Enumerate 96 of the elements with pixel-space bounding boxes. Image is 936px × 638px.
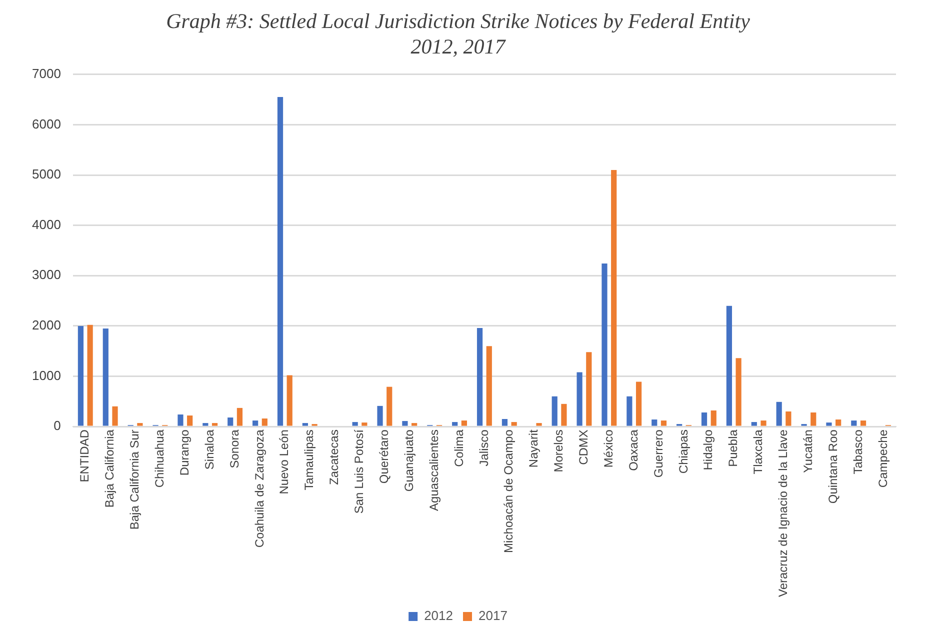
legend-label: 2012 — [424, 608, 453, 624]
bar — [726, 306, 732, 426]
x-tick-label: Zacatecas — [327, 430, 342, 485]
bar — [552, 396, 558, 426]
bar — [137, 423, 143, 426]
bar — [760, 420, 766, 426]
bar — [602, 264, 608, 426]
bar — [786, 411, 792, 426]
bar — [212, 423, 218, 426]
bar — [78, 326, 84, 426]
x-tick-label: Puebla — [726, 429, 740, 467]
x-tick-label: Guanajuato — [402, 429, 416, 492]
bar — [302, 423, 308, 426]
x-tick-label: Hidalgo — [701, 429, 716, 470]
bar — [362, 422, 368, 426]
y-tick-label: 7000 — [32, 66, 61, 81]
y-tick-label: 0 — [54, 418, 61, 434]
x-tick-label: Tabasco — [850, 429, 865, 474]
y-tick-label: 2000 — [32, 318, 61, 333]
bar — [286, 375, 292, 426]
bar — [636, 382, 642, 426]
bar — [187, 415, 193, 426]
x-tick-label: Colima — [452, 429, 466, 467]
x-tick-label: Coahuila de Zaragoza — [252, 429, 266, 548]
bar — [412, 423, 418, 426]
x-tick-label: Tamaulipas — [302, 430, 316, 490]
bar — [352, 422, 358, 426]
y-tick-label: 4000 — [32, 216, 61, 232]
bar — [860, 420, 866, 426]
bar — [277, 97, 284, 426]
bar — [826, 422, 832, 426]
x-tick-label: San Luis Potosí — [352, 428, 366, 514]
x-tick-label: Campeche — [876, 429, 890, 488]
x-tick-label: México — [601, 429, 616, 468]
bar — [228, 418, 234, 426]
bar — [611, 170, 617, 426]
x-tick-label: Chihuahua — [152, 429, 167, 488]
x-tick-label: Veracruz de Ignacio de la Llave — [776, 429, 790, 598]
bar — [452, 422, 458, 426]
x-tick-label: ENTIDAD — [78, 429, 92, 482]
bar — [87, 324, 93, 426]
bar — [626, 396, 632, 426]
bar — [576, 372, 582, 426]
bar — [701, 412, 708, 426]
bar — [236, 408, 243, 426]
bar — [536, 423, 542, 426]
bar — [561, 404, 567, 426]
y-tick-label: 3000 — [32, 267, 61, 282]
x-tick-label: CDMX — [576, 430, 591, 465]
bar — [386, 386, 392, 426]
bar — [751, 422, 757, 426]
x-tick-label: Baja California Sur — [128, 430, 142, 530]
x-tick-label: Oaxaca — [626, 429, 640, 471]
bar — [586, 352, 592, 426]
bar — [710, 410, 716, 426]
bar — [102, 328, 108, 426]
y-tick-label: 6000 — [32, 116, 61, 132]
bar — [836, 420, 842, 426]
bar — [810, 412, 816, 426]
x-tick-label: Yucatán — [801, 430, 816, 473]
x-tick-label: Quintana Roo — [826, 429, 840, 504]
x-tick-label: Michoacán de Ocampo — [502, 429, 516, 553]
legend-label: 2017 — [478, 608, 508, 624]
bar — [502, 419, 508, 426]
x-tick-label: Querétaro — [377, 429, 392, 484]
chart-title: Graph #3: Settled Local Jurisdiction Strike Notices by Federal Entity 2012, 2017 — [166, 9, 751, 58]
x-tick-label: Tlaxcala — [751, 429, 766, 474]
x-tick-label: Morelos — [552, 430, 566, 472]
x-tick-label: Durango — [177, 429, 192, 476]
y-tick-label: 5000 — [32, 166, 61, 182]
x-tick-label: Sonora — [227, 429, 242, 468]
bar — [511, 422, 517, 426]
bar — [776, 402, 782, 426]
bar — [736, 358, 742, 426]
x-tick-label: Chiapas — [676, 430, 690, 474]
bar — [202, 423, 208, 426]
x-tick-label: Nuevo León — [277, 430, 292, 494]
y-tick-label: 1000 — [32, 368, 61, 383]
x-tick-label: Guerrero — [651, 429, 666, 478]
x-tick-label: Baja California — [102, 429, 117, 508]
bar — [112, 406, 118, 426]
bar — [178, 414, 184, 426]
bar — [461, 420, 467, 426]
x-tick-label: Sinaloa — [202, 429, 216, 470]
x-tick-label: Jalisco — [476, 429, 491, 466]
bar — [262, 418, 268, 426]
bar — [476, 328, 483, 426]
bar — [402, 421, 408, 426]
x-tick-label: Aguascalientes — [426, 430, 441, 511]
bar — [377, 406, 383, 426]
bar — [486, 346, 492, 426]
bar — [660, 420, 667, 426]
bar — [851, 420, 857, 426]
bar — [652, 420, 658, 426]
bar — [252, 420, 258, 426]
x-tick-label: Nayarit — [526, 428, 541, 468]
